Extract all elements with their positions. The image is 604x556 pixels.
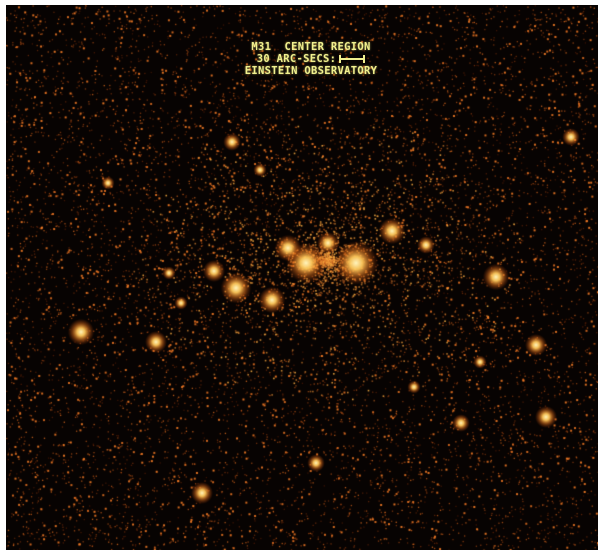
caption-scale-label: 30 ARC-SECS: <box>256 53 337 65</box>
caption-scale-row: 30 ARC-SECS: <box>216 53 406 65</box>
xray-image-frame: M31 CENTER REGION 30 ARC-SECS: EINSTEIN … <box>6 5 598 550</box>
caption-title: M31 CENTER REGION <box>251 41 371 53</box>
xray-star-field <box>6 5 598 550</box>
caption-observatory: EINSTEIN OBSERVATORY <box>244 65 378 77</box>
scale-bar-icon <box>339 55 366 63</box>
image-caption: M31 CENTER REGION 30 ARC-SECS: EINSTEIN … <box>216 41 406 77</box>
